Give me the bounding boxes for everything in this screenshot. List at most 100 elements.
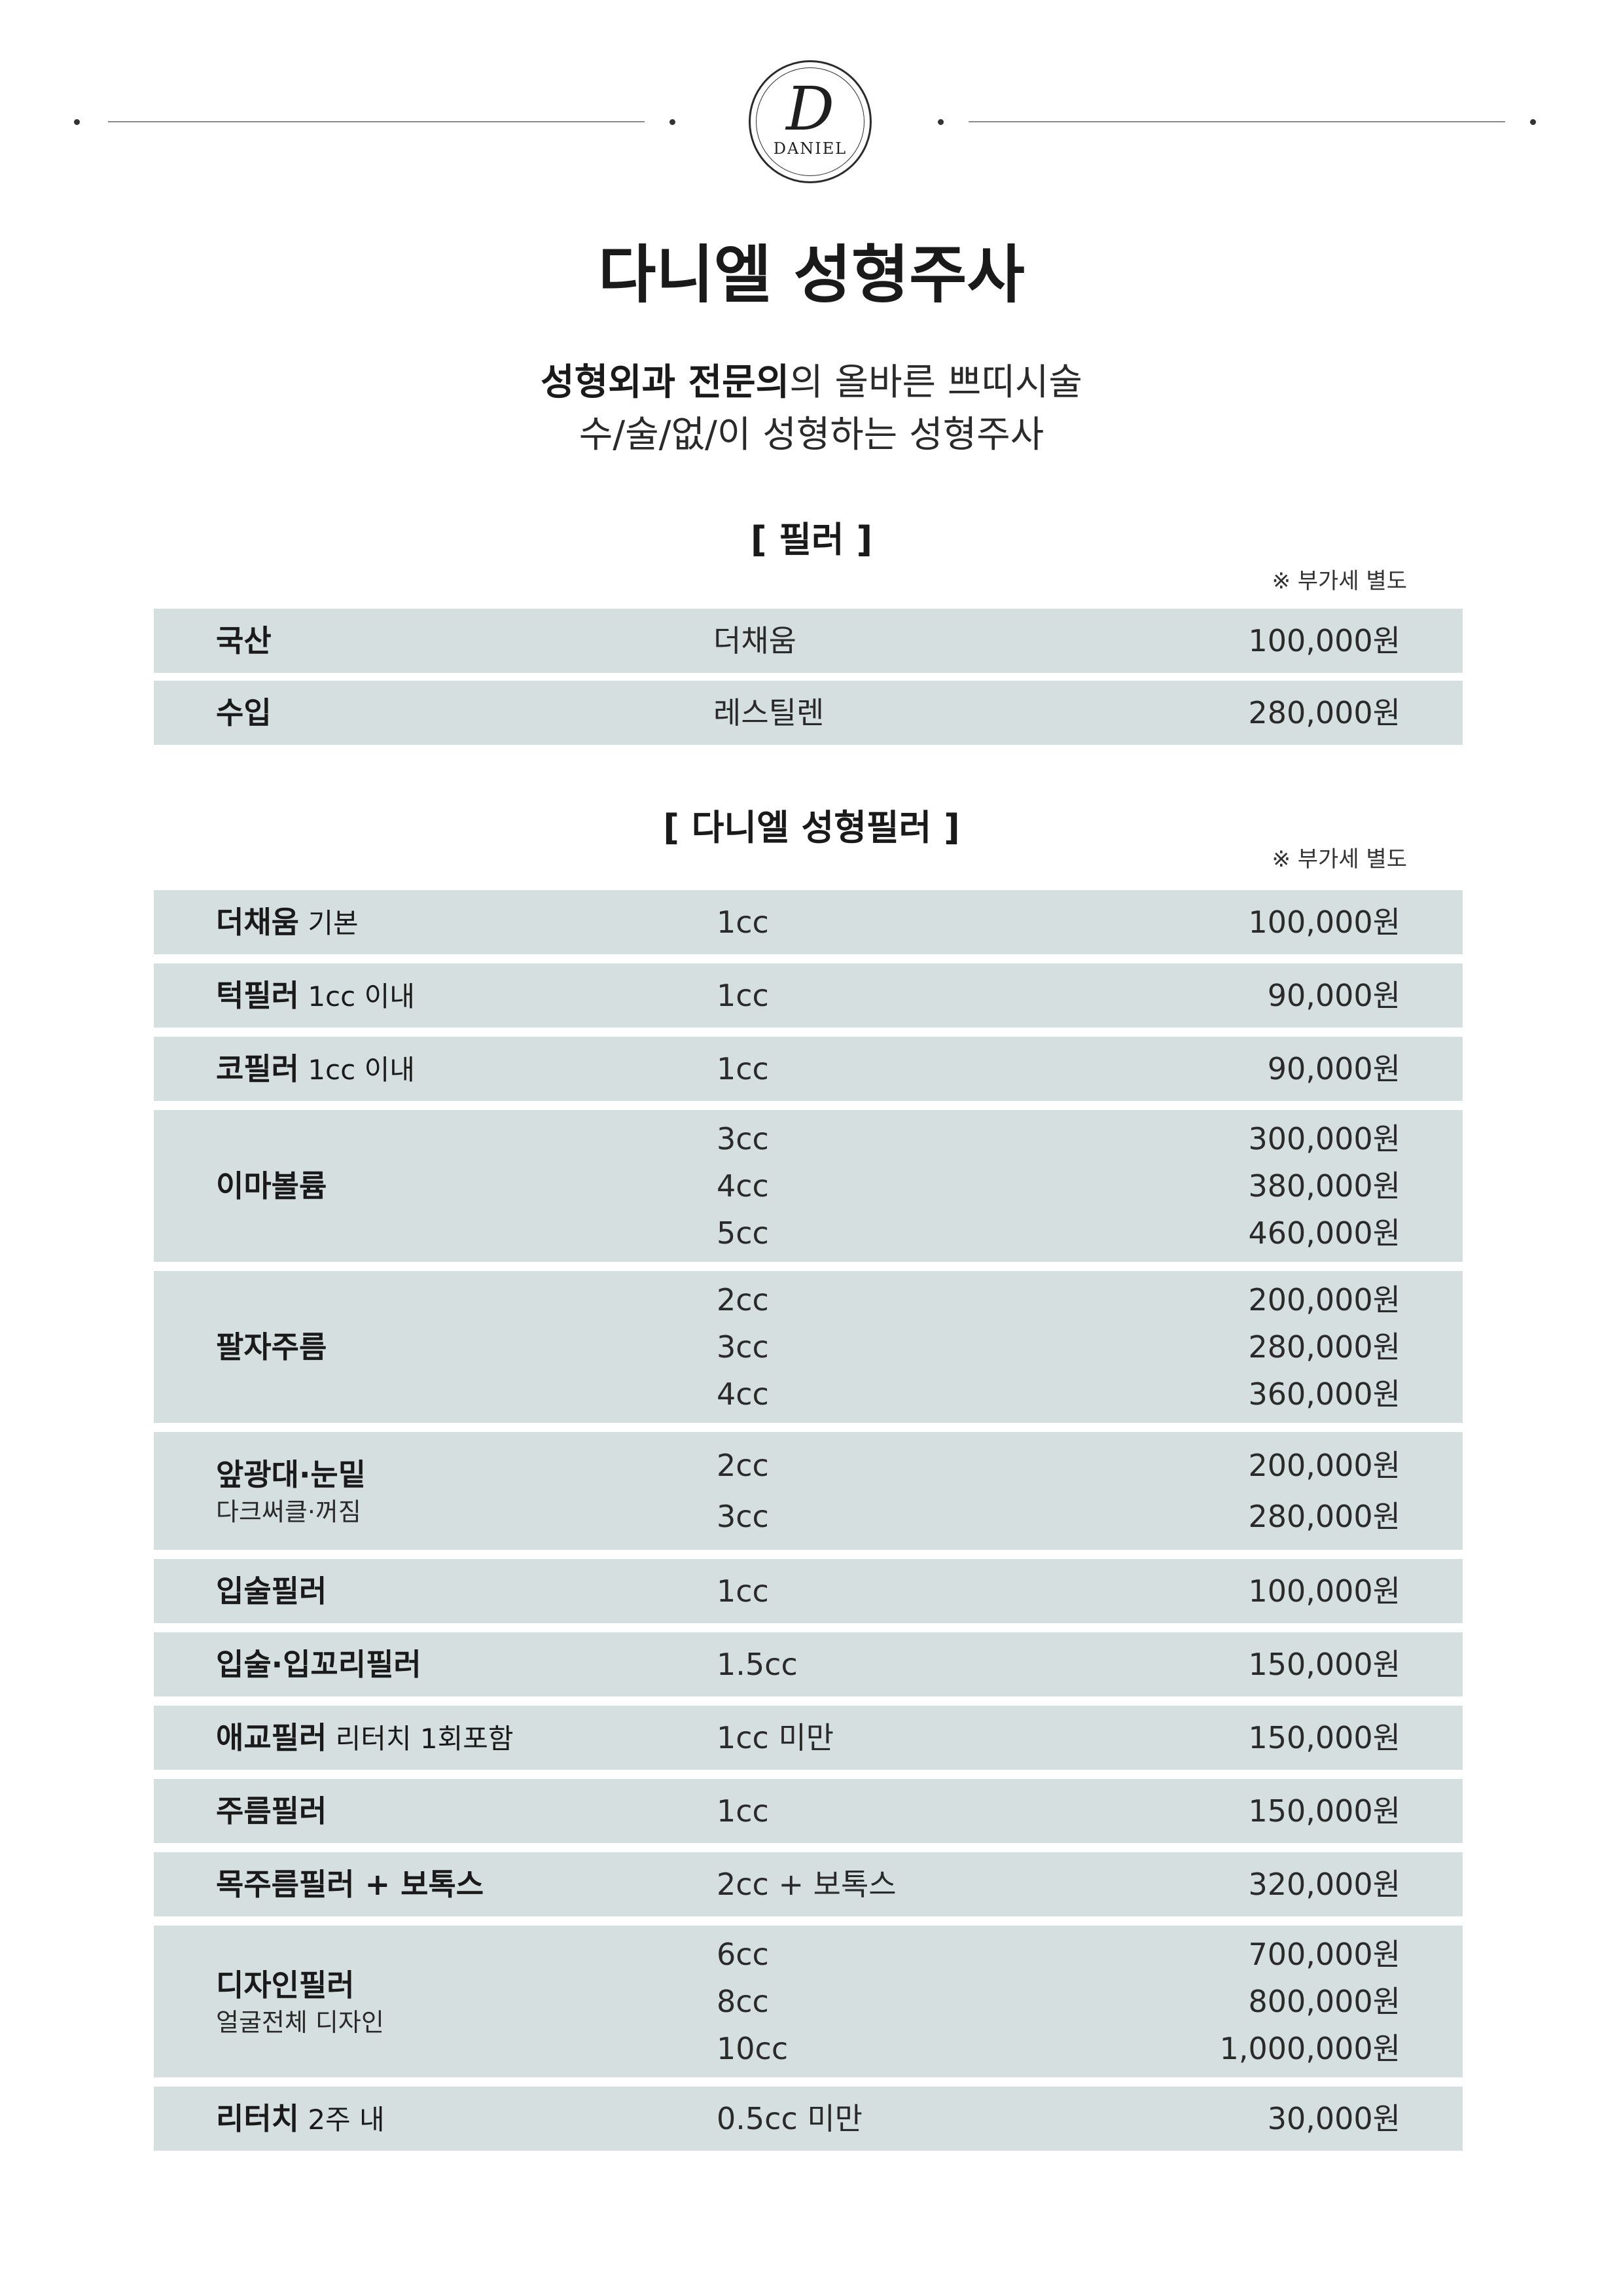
price-row: 입술필러 1cc 100,000원 [154,1559,1463,1623]
treatment-price: 320,000원 [1248,1867,1400,1902]
treatment-volume: 3cc [717,1121,769,1157]
treatment-name: 턱필러 1cc 이내 [216,975,415,1018]
treatment-name: 목주름필러 + 보톡스 [216,1863,484,1905]
header-dot-left [74,119,80,125]
treatment-price: 150,000원 [1248,1720,1400,1755]
treatment-volume: 0.5cc 미만 [717,2101,863,2136]
treatment-product: 더채움 [713,623,796,658]
treatment-volume: 2cc [717,1448,769,1483]
treatment-name-bold: 팔자주름 [216,1329,327,1365]
treatment-name: 리터치 2주 내 [216,2098,385,2141]
treatment-name-bold: 더채움 [216,905,299,940]
treatment-name-bold: 디자인필러 [216,1967,355,2003]
treatment-name: 이마볼륨 [216,1165,327,1207]
treatment-note: 1cc 이내 [298,980,415,1013]
treatment-product: 레스틸렌 [713,695,825,730]
treatment-price: 280,000원 [1248,1329,1400,1365]
treatment-volume: 1cc [717,1051,769,1086]
treatment-volume: 4cc [717,1376,769,1412]
treatment-price: 280,000원 [1248,1499,1400,1534]
subtitle-line-2: 수/술/없/이 성형하는 성형주사 [579,414,1044,456]
treatment-price: 100,000원 [1248,905,1400,940]
treatment-volume: 4cc [717,1168,769,1204]
subtitle-bold: 성형외과 전문의 [541,361,790,404]
treatment-volume: 8cc [717,1984,769,2019]
treatment-volume: 3cc [717,1329,769,1365]
treatment-price: 360,000원 [1248,1376,1400,1412]
treatment-price: 200,000원 [1248,1448,1400,1483]
treatment-price: 100,000원 [1248,623,1400,658]
treatment-name: 주름필러 [216,1790,327,1832]
price-row: 입술·입꼬리필러 1.5cc 150,000원 [154,1632,1463,1696]
treatment-price: 200,000원 [1248,1282,1400,1318]
daniel-logo: D DANIEL [749,60,872,183]
treatment-name-bold: 애교필러 [216,1720,327,1755]
treatment-volume: 1cc [717,1573,769,1609]
treatment-price: 800,000원 [1248,1984,1400,2019]
treatment-volume: 1.5cc [717,1647,798,1682]
price-row: 애교필러 리터치 1회포함 1cc 미만 150,000원 [154,1706,1463,1770]
treatment-price: 380,000원 [1248,1168,1400,1204]
treatment-volume: 3cc [717,1499,769,1534]
logo-monogram: D [786,74,834,144]
price-row: 더채움 기본 1cc 100,000원 [154,890,1463,954]
treatment-note: 1cc 이내 [298,1054,415,1086]
price-row: 수입 레스틸렌 280,000원 [154,681,1463,745]
treatment-volume: 1cc [717,978,769,1013]
treatment-name: 국산 [216,620,272,662]
price-row: 디자인필러 얼굴전체 디자인 6cc 8cc 10cc 700,000원 800,000원 1… [154,1926,1463,2077]
treatment-price: 90,000원 [1267,1051,1400,1086]
treatment-name: 팔자주름 [216,1326,327,1368]
price-row: 목주름필러 + 보톡스 2cc + 보톡스 320,000원 [154,1852,1463,1916]
treatment-note: 리터치 1회포함 [327,1723,514,1755]
price-row: 국산 더채움 100,000원 [154,609,1463,673]
treatment-volume: 1cc [717,1793,769,1829]
treatment-price: 150,000원 [1248,1793,1400,1829]
treatment-note: 기본 [298,907,359,939]
treatment-name-bold: 국산 [216,623,272,658]
treatment-name-bold: 앞광대·눈밑 [216,1457,366,1492]
treatment-price: 700,000원 [1248,1937,1400,1972]
treatment-name: 더채움 기본 [216,901,359,944]
treatment-price: 150,000원 [1248,1647,1400,1682]
treatment-name-bold: 이마볼륨 [216,1168,327,1204]
treatment-subname: 얼굴전체 디자인 [216,2008,384,2037]
price-row: 팔자주름 2cc 3cc 4cc 200,000원 280,000원 360,000원 [154,1271,1463,1423]
treatment-price: 280,000원 [1248,695,1400,730]
header-dot-right [1530,119,1536,125]
treatment-price: 1,000,000원 [1219,2031,1400,2066]
treatment-name: 앞광대·눈밑 [216,1454,366,1496]
header-dot-right-inner [938,119,944,125]
treatment-name: 입술·입꼬리필러 [216,1643,421,1685]
price-row: 주름필러 1cc 150,000원 [154,1779,1463,1843]
treatment-name: 코필러 1cc 이내 [216,1048,415,1091]
section-title-filler: [ 필러 ] [750,519,873,560]
treatment-subname: 다크써클·꺼짐 [216,1498,361,1526]
treatment-name-bold: 입술필러 [216,1573,327,1609]
price-row: 리터치 2주 내 0.5cc 미만 30,000원 [154,2087,1463,2151]
price-row: 턱필러 1cc 이내 1cc 90,000원 [154,963,1463,1028]
treatment-price: 460,000원 [1248,1215,1400,1251]
treatment-volume: 1cc 미만 [717,1720,834,1755]
treatment-name: 입술필러 [216,1570,327,1612]
treatment-volume: 1cc [717,905,769,940]
treatment-volume: 2cc + 보톡스 [717,1867,897,1902]
price-row: 이마볼륨 3cc 4cc 5cc 300,000원 380,000원 460,000원 [154,1110,1463,1262]
header-line-left [108,121,645,122]
treatment-name-bold: 목주름필러 + 보톡스 [216,1867,484,1902]
vat-note-daniel: ※ 부가세 별도 [1272,846,1407,872]
treatment-volume: 2cc [717,1282,769,1318]
treatment-name: 수입 [216,692,272,734]
logo-inner-ring [756,67,865,176]
treatment-name-bold: 턱필러 [216,978,299,1013]
treatment-volume: 10cc [717,2031,789,2066]
subtitle-line-1: 성형외과 전문의의 올바른 쁘띠시술 [0,357,1623,409]
treatment-note: 2주 내 [298,2104,385,2136]
treatment-name: 디자인필러 [216,1964,355,2006]
treatment-price: 100,000원 [1248,1573,1400,1609]
treatment-price: 90,000원 [1267,978,1400,1013]
logo-text: DANIEL [773,139,847,158]
treatment-name-bold: 코필러 [216,1051,299,1086]
price-row: 코필러 1cc 이내 1cc 90,000원 [154,1037,1463,1101]
